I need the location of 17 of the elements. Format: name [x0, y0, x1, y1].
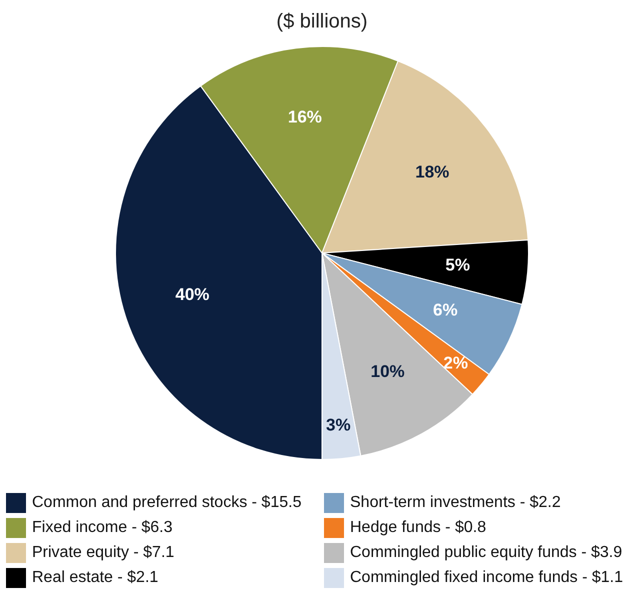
legend-label: Fixed income - $6.3 — [32, 518, 173, 536]
data-label: 16% — [288, 107, 322, 126]
legend-label: Hedge funds - $0.8 — [350, 518, 486, 536]
legend-label: Commingled public equity funds - $3.9 — [350, 544, 622, 562]
data-label: 2% — [443, 353, 468, 372]
legend-label: Common and preferred stocks - $15.5 — [32, 494, 302, 512]
data-label: 18% — [415, 162, 450, 182]
legend-label: Real estate - $2.1 — [32, 568, 158, 586]
legend-label: Short-term investments - $2.2 — [350, 494, 561, 512]
data-label: 6% — [433, 300, 458, 320]
data-label: 5% — [445, 256, 470, 275]
data-label: 10% — [370, 362, 405, 382]
legend-label: Private equity - $7.1 — [32, 544, 174, 562]
legend-label: Commingled fixed income funds - $1.1 — [350, 568, 624, 586]
data-label: 40% — [175, 284, 210, 304]
data-label: 3% — [326, 415, 351, 434]
chart-title: ($ billions) — [276, 10, 368, 33]
